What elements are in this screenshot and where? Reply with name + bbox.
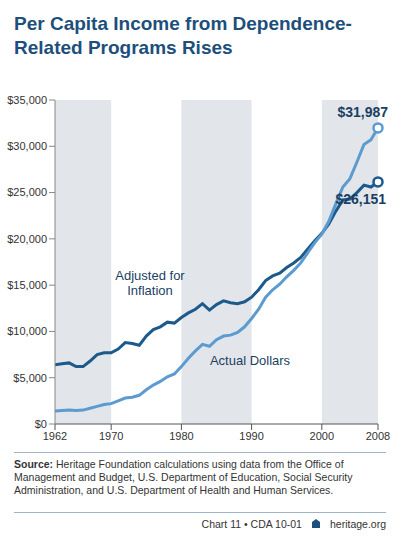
svg-text:$35,000: $35,000 (8, 94, 47, 106)
html-text:Source: Heritage Foundation ca: Source: Heritage Foundation calculations… (14, 458, 353, 496)
svg-text:1962: 1962 (43, 430, 67, 442)
svg-text:$10,000: $10,000 (8, 325, 47, 337)
svg-text:2000: 2000 (310, 430, 334, 442)
svg-text:$15,000: $15,000 (8, 279, 47, 291)
html-text:Actual Dollars: Actual Dollars (209, 353, 291, 368)
svg-text:$25,000: $25,000 (8, 186, 47, 198)
svg-text:1990: 1990 (239, 430, 263, 442)
svg-text:2008: 2008 (366, 430, 390, 442)
svg-text:$20,000: $20,000 (8, 233, 47, 245)
html-text:heritage.org: heritage.org (330, 518, 386, 530)
svg-text:$5,000: $5,000 (13, 372, 47, 384)
svg-text:1980: 1980 (169, 430, 193, 442)
svg-text:$26,151: $26,151 (335, 191, 386, 207)
svg-text:$0: $0 (35, 418, 47, 430)
svg-text:1970: 1970 (99, 430, 123, 442)
html-text:Per Capita Income from Depende: Per Capita Income from Dependence-Relate… (14, 13, 352, 58)
svg-text:$31,987: $31,987 (337, 104, 388, 120)
html-text:Chart 11 • CDA 10-01: Chart 11 • CDA 10-01 (201, 518, 302, 530)
html-text:Adjusted for Inflation: Adjusted for Inflation (115, 268, 185, 298)
svg-text:$30,000: $30,000 (8, 140, 47, 152)
